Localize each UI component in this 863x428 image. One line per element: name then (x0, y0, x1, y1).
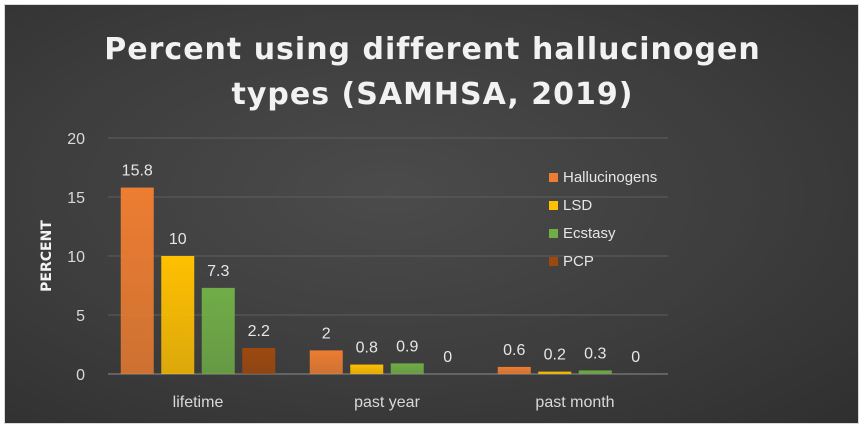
chart-title-line-2: types (SAMHSA, 2019) (231, 77, 634, 112)
data-label: 0 (443, 349, 452, 366)
y-tick-label: 0 (76, 367, 85, 384)
data-label: 0.3 (584, 345, 606, 362)
data-label: 7.3 (207, 263, 229, 280)
y-tick-label: 15 (67, 190, 85, 207)
data-label: 0.2 (544, 347, 566, 364)
x-tick-label: past month (535, 394, 614, 411)
y-tick-label: 20 (67, 131, 85, 148)
y-tick-label: 5 (76, 308, 85, 325)
legend-swatch (549, 257, 558, 266)
y-tick-label: 10 (67, 249, 85, 266)
data-label: 0.8 (356, 340, 378, 357)
bar-lsd-past-month (538, 371, 572, 374)
y-axis-label: PERCENT (39, 220, 55, 292)
legend-swatch (549, 229, 558, 238)
data-label: 10 (169, 231, 187, 248)
x-tick-label: past year (354, 394, 420, 411)
data-label: 2 (322, 325, 331, 342)
legend-label: PCP (563, 253, 594, 270)
chart-title: Percent using different hallucinogen typ… (5, 27, 860, 117)
data-label: 0 (631, 349, 640, 366)
x-axis-ticks: lifetime past year past month (173, 394, 615, 411)
data-label: 0.6 (503, 342, 525, 359)
data-label: 0.9 (396, 338, 418, 355)
legend-label: LSD (563, 197, 592, 214)
bar-pcp-lifetime (242, 348, 276, 374)
gridlines (108, 137, 668, 375)
y-axis-ticks: 0 5 10 15 20 (67, 131, 85, 384)
x-tick-label: lifetime (173, 394, 224, 411)
legend: Hallucinogens LSD Ecstasy PCP (549, 169, 657, 270)
bar-lsd-past-year (350, 364, 384, 374)
bar-ecstasy-lifetime (201, 287, 235, 374)
data-labels: 15.8 10 7.3 2.2 2 0.8 0.9 0 0.6 0.2 0.3 0 (122, 163, 641, 366)
legend-label: Hallucinogens (563, 169, 657, 186)
bar-hallucinogens-past-month (497, 366, 531, 374)
bar-ecstasy-past-month (578, 370, 612, 374)
legend-swatch (549, 173, 558, 182)
chart-title-line-1: Percent using different hallucinogen (104, 32, 761, 67)
bars (120, 187, 612, 374)
legend-swatch (549, 201, 558, 210)
bar-hallucinogens-lifetime (120, 187, 154, 374)
legend-label: Ecstasy (563, 225, 616, 242)
bar-lsd-lifetime (161, 256, 195, 374)
data-label: 2.2 (248, 323, 270, 340)
bar-hallucinogens-past-year (309, 350, 343, 374)
data-label: 15.8 (122, 163, 153, 180)
bar-ecstasy-past-year (390, 363, 424, 374)
